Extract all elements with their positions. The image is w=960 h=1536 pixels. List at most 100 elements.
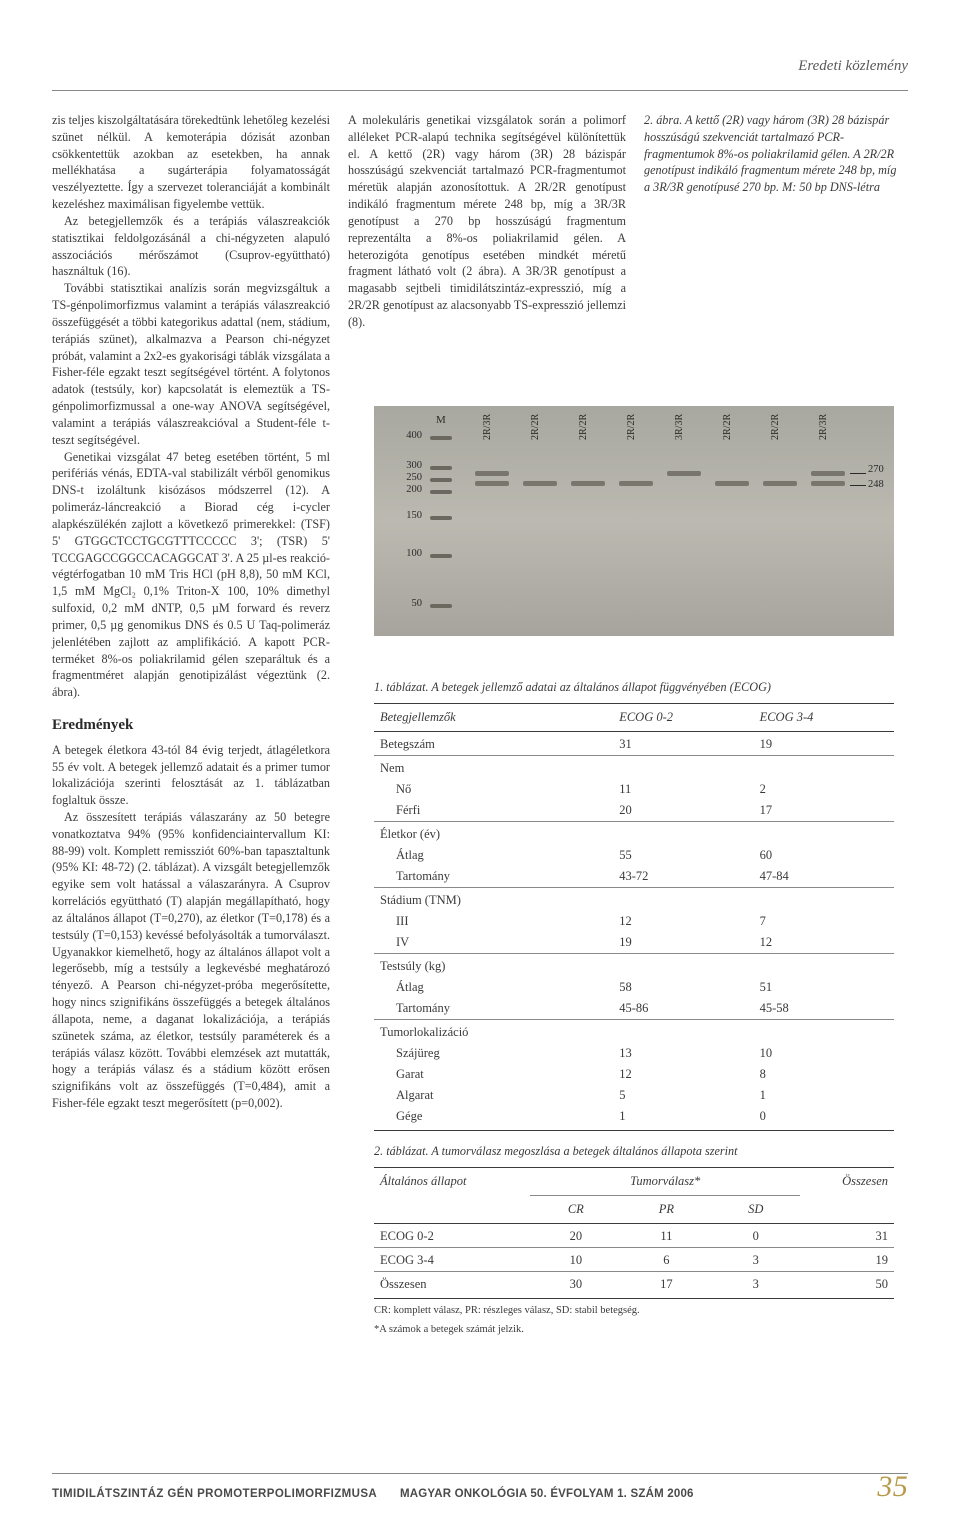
t2-cell: 19 — [800, 1248, 894, 1272]
t1-cell: Tumorlokalizáció — [374, 1020, 613, 1044]
t1-cell: Tartomány — [374, 998, 613, 1020]
t1-cell: 8 — [754, 1064, 894, 1085]
left-p2: Az betegjellemzők és a terápiás válaszre… — [52, 213, 330, 280]
t1-cell: 31 — [613, 732, 753, 756]
t2-h-col1: Általános állapot — [374, 1168, 530, 1224]
ladder-label: 250 — [392, 472, 422, 483]
table2: 2. táblázat. A tumorválasz megoszlása a … — [374, 1144, 894, 1337]
t1-cell: 12 — [754, 932, 894, 954]
ladder-label: 300 — [392, 460, 422, 471]
ladder-band — [430, 604, 452, 608]
gel-band-270 — [667, 471, 701, 476]
t1-cell: Algarat — [374, 1085, 613, 1106]
t1-cell: Nem — [374, 756, 613, 780]
ladder-band — [430, 554, 452, 558]
lane-label: 2R/2R — [770, 414, 781, 440]
t1-cell: 45-86 — [613, 998, 753, 1020]
t1-cell — [613, 822, 753, 846]
t2-cell: 20 — [530, 1224, 622, 1248]
gel-figure: M400300250200150100502R/3R2R/2R2R/2R2R/2… — [374, 406, 894, 646]
gel-band-248 — [763, 481, 797, 486]
left-column: zis teljes kiszolgáltatására törekedtünk… — [52, 112, 330, 1112]
mid-p1: A molekuláris genetikai vizsgálatok sorá… — [348, 112, 626, 331]
t1-cell: 11 — [613, 779, 753, 800]
ladder-band — [430, 516, 452, 520]
left-p6: Az összesített terápiás válaszarány az 5… — [52, 809, 330, 1112]
t2-cell: ECOG 3-4 — [374, 1248, 530, 1272]
t2-cell: 3 — [711, 1248, 800, 1272]
t2-cell: 17 — [622, 1272, 711, 1299]
lane-label: 2R/2R — [530, 414, 541, 440]
ladder-band — [430, 478, 452, 482]
ladder-band — [430, 436, 452, 440]
t2-cell: 3 — [711, 1272, 800, 1299]
ladder-band — [430, 466, 452, 470]
middle-column: A molekuláris genetikai vizsgálatok sorá… — [348, 112, 626, 331]
t1-cell: Férfi — [374, 800, 613, 822]
t1-cell: Életkor (év) — [374, 822, 613, 846]
ladder-label: 400 — [392, 430, 422, 441]
footer-rule — [52, 1473, 908, 1474]
t1-cell: 1 — [613, 1106, 753, 1131]
gel-marker-label: M — [436, 414, 446, 426]
t1-cell: Garat — [374, 1064, 613, 1085]
t2-sub0: CR — [530, 1196, 622, 1224]
left-p4: Genetikai vizsgálat 47 beteg esetében tö… — [52, 449, 330, 701]
lane-label: 2R/2R — [578, 414, 589, 440]
t1-cell: IV — [374, 932, 613, 954]
t1-cell: 13 — [613, 1043, 753, 1064]
t1-cell: 2 — [754, 779, 894, 800]
t1-cell — [613, 888, 753, 912]
t1-cell: Gége — [374, 1106, 613, 1131]
section-label: Eredeti közlemény — [798, 58, 908, 75]
t1-h0: Betegjellemzők — [374, 704, 613, 732]
t1-cell — [754, 888, 894, 912]
t1-cell: 12 — [613, 1064, 753, 1085]
t1-cell: 19 — [613, 932, 753, 954]
table1-caption: 1. táblázat. A betegek jellemző adatai a… — [374, 680, 894, 695]
table2-table: Általános állapot Tumorválasz* Összesen … — [374, 1167, 894, 1299]
t2-cell: 31 — [800, 1224, 894, 1248]
header-rule — [52, 90, 908, 91]
footer: TIMIDILÁTSZINTÁZ GÉN PROMOTERPOLIMORFIZM… — [52, 1474, 908, 1500]
figure-caption: 2. ábra. A kettő (2R) vagy három (3R) 28… — [644, 112, 902, 196]
left-p1: zis teljes kiszolgáltatására törekedtünk… — [52, 112, 330, 213]
t2-note2: *A számok a betegek számát jelzik. — [374, 1323, 894, 1337]
t1-cell: 12 — [613, 911, 753, 932]
band-size-label: 270 — [868, 464, 884, 475]
t1-cell: 5 — [613, 1085, 753, 1106]
t1-cell: 10 — [754, 1043, 894, 1064]
fig-body: A kettő (2R) vagy három (3R) 28 bázispár… — [644, 113, 896, 194]
t2-cell: ECOG 0-2 — [374, 1224, 530, 1248]
t1-cell: 47-84 — [754, 866, 894, 888]
t1-cell: III — [374, 911, 613, 932]
left-p3: További statisztikai analízis során megv… — [52, 280, 330, 448]
t1-cell: Tartomány — [374, 866, 613, 888]
results-heading: Eredmények — [52, 715, 330, 736]
t1-cell — [613, 954, 753, 978]
table1-table: Betegjellemzők ECOG 0-2 ECOG 3-4 Betegsz… — [374, 703, 894, 1131]
t1-cell: 19 — [754, 732, 894, 756]
ladder-label: 50 — [392, 598, 422, 609]
lane-label: 2R/2R — [626, 414, 637, 440]
ladder-label: 150 — [392, 510, 422, 521]
t2-cell: 10 — [530, 1248, 622, 1272]
gel-band-248 — [619, 481, 653, 486]
t2-h-grp: Tumorválasz* — [530, 1168, 800, 1196]
gel-band-248 — [571, 481, 605, 486]
t1-cell: Nő — [374, 779, 613, 800]
fig-title: 2. ábra. — [644, 113, 682, 127]
t1-cell: 0 — [754, 1106, 894, 1131]
t1-cell: Testsúly (kg) — [374, 954, 613, 978]
t2-sub2: SD — [711, 1196, 800, 1224]
t1-cell — [613, 1020, 753, 1044]
t1-cell — [754, 1020, 894, 1044]
gel-band-270 — [475, 471, 509, 476]
t1-cell: 60 — [754, 845, 894, 866]
t1-cell — [613, 756, 753, 780]
t1-cell: Szájüreg — [374, 1043, 613, 1064]
t1-cell: 55 — [613, 845, 753, 866]
table1: 1. táblázat. A betegek jellemző adatai a… — [374, 680, 894, 1131]
t2-sub1: PR — [622, 1196, 711, 1224]
gel-band-248 — [715, 481, 749, 486]
